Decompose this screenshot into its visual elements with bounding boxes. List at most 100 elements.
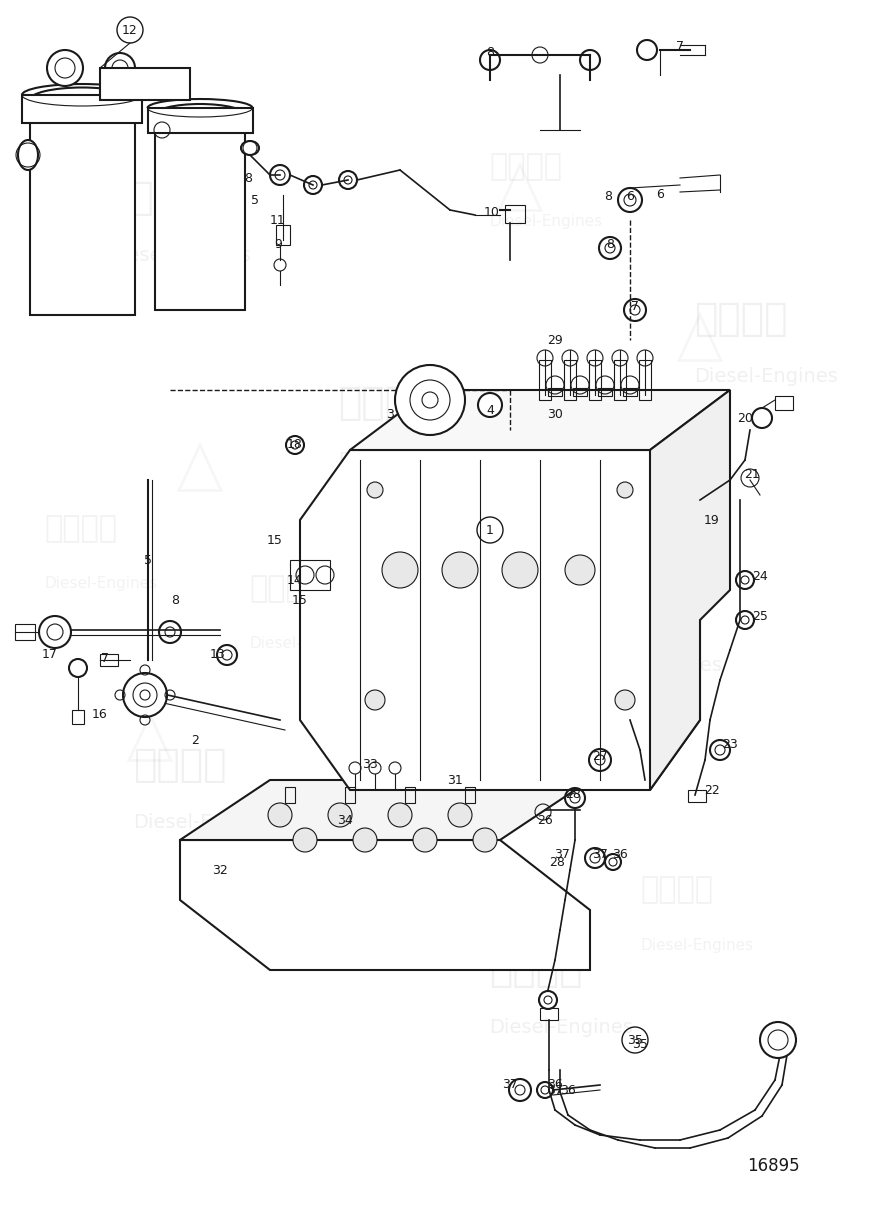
Text: 28: 28 (549, 855, 565, 868)
Text: 27: 27 (592, 750, 608, 763)
Text: 24: 24 (752, 570, 768, 584)
Text: 紫发动力: 紫发动力 (338, 384, 432, 422)
Bar (285, 788, 295, 803)
Text: 7: 7 (676, 41, 684, 53)
Text: 10: 10 (484, 205, 500, 218)
Text: 紫发动力: 紫发动力 (249, 574, 322, 603)
Text: 4: 4 (486, 404, 494, 416)
Text: Diesel-Engines: Diesel-Engines (490, 1018, 634, 1037)
Text: 36: 36 (560, 1083, 576, 1096)
Bar (148, 109, 253, 133)
Text: 37: 37 (502, 1078, 518, 1091)
Bar (589, 361, 601, 400)
Text: 29: 29 (547, 334, 562, 346)
Circle shape (328, 803, 352, 827)
Text: 紫发动力: 紫发动力 (400, 755, 473, 784)
Bar (688, 790, 706, 802)
Text: 19: 19 (704, 514, 720, 527)
Bar (22, 95, 142, 123)
Text: 21: 21 (744, 468, 760, 480)
Text: 紫发动力: 紫发动力 (44, 514, 117, 543)
Bar (548, 388, 562, 396)
Circle shape (388, 803, 412, 827)
Bar (598, 388, 612, 396)
Text: 18: 18 (287, 439, 303, 451)
Text: 2: 2 (191, 733, 199, 747)
Text: Diesel-Engines: Diesel-Engines (107, 246, 251, 265)
Bar (276, 226, 290, 245)
Circle shape (395, 365, 465, 435)
Bar (30, 100, 135, 315)
Text: 15: 15 (267, 533, 283, 546)
Circle shape (367, 482, 383, 498)
Text: 16895: 16895 (748, 1157, 800, 1175)
Bar (539, 361, 551, 400)
Text: Diesel-Engines: Diesel-Engines (578, 656, 723, 675)
Bar (155, 115, 245, 310)
Text: 紫发动力: 紫发动力 (578, 589, 672, 627)
Circle shape (268, 803, 292, 827)
Circle shape (478, 393, 502, 417)
Text: Diesel-Engines: Diesel-Engines (338, 451, 482, 470)
Bar (405, 788, 415, 803)
Circle shape (382, 552, 418, 589)
Circle shape (473, 829, 497, 851)
Text: 26: 26 (538, 814, 553, 826)
Ellipse shape (241, 141, 259, 156)
Circle shape (105, 53, 135, 83)
Text: 22: 22 (704, 784, 720, 796)
Text: 37: 37 (547, 1083, 563, 1096)
Text: 20: 20 (737, 411, 753, 425)
Text: 14: 14 (287, 574, 303, 586)
Text: 8: 8 (606, 238, 614, 251)
Text: 8: 8 (244, 171, 252, 185)
Text: 6: 6 (656, 188, 664, 201)
Text: 紫发动力: 紫发动力 (641, 876, 714, 904)
Circle shape (760, 1021, 796, 1058)
Text: 紫发动力: 紫发动力 (107, 178, 200, 217)
Circle shape (123, 673, 167, 718)
Bar (465, 788, 475, 803)
Text: 32: 32 (212, 863, 228, 877)
Text: 9: 9 (274, 239, 282, 252)
Text: 37: 37 (554, 849, 570, 861)
Text: 紫发动力: 紫发动力 (694, 299, 788, 338)
Polygon shape (350, 390, 730, 450)
Bar (345, 788, 355, 803)
Text: 15: 15 (292, 593, 308, 607)
Text: 1: 1 (486, 523, 494, 537)
Text: 紫发动力: 紫发动力 (490, 950, 583, 989)
Circle shape (365, 690, 385, 710)
Text: 12: 12 (122, 23, 138, 36)
Polygon shape (300, 450, 700, 790)
Text: 紫发动力: 紫发动力 (490, 152, 562, 181)
Circle shape (293, 829, 317, 851)
Bar (564, 361, 576, 400)
Circle shape (615, 690, 635, 710)
Text: 16: 16 (93, 708, 108, 721)
Text: 23: 23 (722, 738, 738, 751)
Polygon shape (650, 390, 730, 790)
Circle shape (47, 49, 83, 86)
Text: 34: 34 (337, 814, 352, 826)
Text: 36: 36 (612, 849, 627, 861)
Text: 8: 8 (604, 191, 612, 204)
Text: 5: 5 (144, 554, 152, 567)
Circle shape (565, 555, 595, 585)
Text: 25: 25 (752, 610, 768, 624)
Text: 30: 30 (547, 409, 563, 422)
Bar (100, 68, 190, 100)
Text: 8: 8 (486, 46, 494, 59)
Text: 28: 28 (565, 789, 581, 802)
Text: Diesel-Engines: Diesel-Engines (694, 367, 838, 386)
Bar (100, 654, 118, 666)
Bar (72, 710, 84, 724)
Bar (775, 396, 793, 410)
Text: Diesel-Engines: Diesel-Engines (134, 813, 278, 832)
Bar (573, 388, 587, 396)
Text: 35: 35 (632, 1038, 648, 1052)
Text: 36: 36 (547, 1078, 562, 1091)
Bar (505, 205, 525, 223)
Text: 5: 5 (251, 193, 259, 206)
Text: 17: 17 (42, 649, 58, 662)
